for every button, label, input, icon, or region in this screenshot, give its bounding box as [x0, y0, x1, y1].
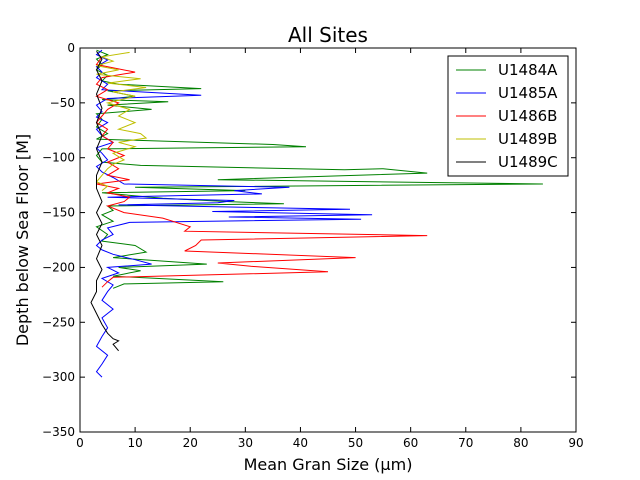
x-tick-label: 10: [127, 436, 142, 450]
y-tick-label: −50: [50, 96, 75, 110]
x-tick-label: 70: [458, 436, 473, 450]
y-tick-label: 0: [67, 41, 75, 55]
legend-label-u1489c: U1489C: [498, 153, 558, 171]
y-tick-label: −200: [42, 260, 75, 274]
x-tick-label: 80: [513, 436, 528, 450]
series-line-u1489b: [95, 51, 148, 191]
legend-label-u1485a: U1485A: [498, 84, 558, 102]
plot-frame: [79, 47, 577, 433]
x-tick-label: 30: [238, 436, 253, 450]
legend: U1484A U1485A U1486B U1489B U1489C: [447, 55, 569, 177]
series-layer: [90, 49, 543, 378]
y-tick-label: −150: [42, 206, 75, 220]
series-line-u1485a: [95, 49, 373, 378]
y-tick-label: −300: [42, 370, 75, 384]
x-tick-label: 0: [76, 436, 84, 450]
legend-label-u1484a: U1484A: [498, 61, 558, 79]
x-tick-label: 20: [183, 436, 198, 450]
y-tick-label: −100: [42, 151, 75, 165]
x-tick-label: 50: [348, 436, 363, 450]
y-tick-label: −350: [42, 425, 75, 439]
ticks-layer: 0 10 20 30 40 50 60 70 80 90 0 −50 −100 −150 −200 −250 −…: [42, 41, 584, 450]
x-tick-label: 60: [403, 436, 418, 450]
series-line-u1489c: [90, 51, 120, 352]
legend-label-u1486b: U1486B: [498, 107, 557, 125]
x-axis-label: Mean Gran Size (µm): [244, 455, 413, 474]
y-tick-label: −250: [42, 315, 75, 329]
x-tick-label: 40: [293, 436, 308, 450]
x-tick-label: 90: [568, 436, 583, 450]
y-axis-label: Depth below Sea Floor [M]: [13, 134, 32, 346]
chart-title: All Sites: [288, 23, 368, 47]
legend-label-u1489b: U1489B: [498, 130, 557, 148]
